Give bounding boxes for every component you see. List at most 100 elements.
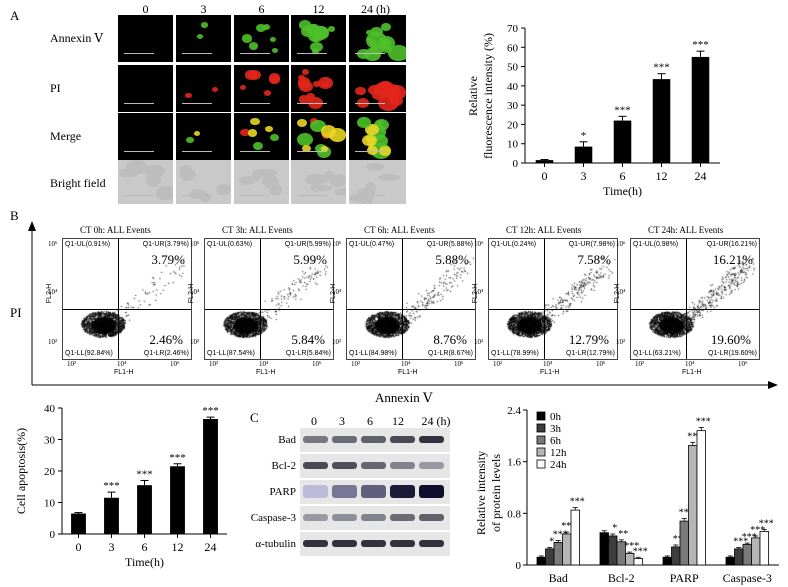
cell-blob [301, 69, 310, 76]
cell-blob [263, 89, 271, 96]
bar [613, 120, 632, 163]
y-tick-label: 0 [50, 529, 56, 541]
micrograph-cell [176, 65, 231, 112]
micrograph-cell [291, 160, 346, 204]
y-axis-label: Relative [466, 76, 480, 116]
bar [633, 558, 643, 566]
cell-blob [240, 128, 250, 137]
x-tick-label: 0 [542, 169, 548, 183]
micrograph-cell [234, 160, 289, 204]
cell-blob [361, 134, 377, 147]
cell-blob [298, 74, 306, 81]
row-label: Annexin Ⅴ [50, 31, 103, 45]
protein-band [419, 540, 444, 547]
x-tick-label: Bad [549, 571, 568, 585]
cell-texture [125, 160, 149, 175]
bar [688, 445, 698, 566]
cell-blob [256, 24, 267, 33]
micrograph-cell [176, 15, 231, 62]
y-tick-label: 20 [507, 119, 519, 131]
time-label: 0 [142, 2, 149, 16]
micrograph-cell [291, 113, 346, 160]
cell-blob [373, 135, 388, 147]
x-tick-label: PARP [670, 571, 699, 585]
legend-swatch [536, 447, 546, 457]
y-tick-label: 10² [48, 338, 58, 346]
scale-bar [355, 53, 385, 54]
y-tick-label: 10² [190, 338, 200, 346]
bar [671, 546, 681, 566]
legend-label: 0h [550, 411, 562, 423]
protein-band [390, 514, 415, 521]
bar [652, 79, 671, 163]
legend-swatch [536, 411, 546, 421]
cell-blob [200, 22, 208, 28]
flow-cytometry-area [0, 215, 788, 390]
cell-texture [310, 184, 332, 192]
protein-band [361, 485, 386, 498]
y-tick-label: 10² [332, 338, 342, 346]
row-label: PI [50, 81, 61, 95]
y-channel-label: FL2-H [46, 283, 54, 304]
scale-bar [297, 103, 327, 104]
x-tick-label: 10⁶ [454, 360, 464, 368]
fluorescence-intensity-chart: 0 10 20 30 40 50 60 70 0 * 3 *** 6 *** 12 *** 24 Time(h) R… [466, 23, 720, 198]
row-label: Bright field [50, 176, 106, 190]
bar [535, 160, 554, 163]
cell-blob [296, 118, 307, 127]
x-channel-label: FL1-H [682, 369, 702, 376]
micrograph-cell [118, 160, 173, 204]
cell-blob [268, 73, 281, 83]
x-tick-label: 10⁴ [401, 360, 411, 368]
cell-texture [323, 171, 335, 182]
protein-band [332, 514, 357, 521]
significance-label: *** [136, 468, 153, 480]
legend-swatch [536, 423, 546, 433]
x-tick-label: 10⁴ [117, 360, 127, 368]
bar [734, 548, 744, 566]
y-axis-label: fluorescence intensity (%) [481, 33, 495, 159]
cell-blob [185, 92, 193, 99]
y-tick-label: 10⁴ [332, 288, 342, 296]
significance-label: *** [169, 452, 186, 464]
protein-band [332, 462, 357, 469]
micrograph-cell [176, 160, 231, 204]
protein-band [419, 462, 444, 469]
x-tick-label: 10² [635, 360, 645, 368]
y-axis-label: Cell apoptosis(%) [14, 428, 28, 514]
cell-blob [306, 92, 316, 100]
cell-blob [298, 95, 309, 104]
bar [137, 485, 152, 534]
y-tick-label: 10⁴ [474, 288, 484, 296]
lane-label: 0 [311, 414, 317, 428]
micrograph-cell [118, 65, 173, 112]
cell-blob [193, 131, 200, 136]
scale-bar [240, 53, 270, 54]
bar [562, 533, 572, 566]
cell-blob [247, 129, 258, 137]
cell-blob [186, 137, 194, 144]
protein-band [419, 514, 444, 521]
x-tick-label: 3 [109, 540, 115, 554]
significance-label: *** [561, 521, 576, 532]
blot-strip [300, 454, 450, 480]
flow-cytometry-plot: Q1-UL(0.91%)Q1-UR(3.79%)Q1-LL(92.84%)Q1-… [62, 238, 192, 360]
cell-blob [357, 117, 371, 128]
bar [742, 543, 752, 566]
cell-blob [271, 48, 279, 54]
x-tick-label: 10⁴ [685, 360, 695, 368]
x-channel-label: FL1-H [540, 369, 560, 376]
y-channel-label: FL2-H [472, 283, 480, 304]
y-tick-label: 10⁶ [190, 240, 200, 248]
significance-label: * [612, 523, 617, 534]
micrograph-cell [349, 113, 406, 160]
cell-blob [365, 29, 373, 35]
micrograph-cell [118, 113, 173, 160]
x-tick-label: 24 [695, 169, 707, 183]
x-axis-label: Time(h) [125, 555, 164, 569]
significance-label: *** [633, 546, 648, 557]
cell-texture [144, 165, 166, 177]
time-label: 24 (h) [361, 2, 390, 16]
x-tick-label: 0 [76, 540, 82, 554]
cell-texture [216, 183, 231, 196]
